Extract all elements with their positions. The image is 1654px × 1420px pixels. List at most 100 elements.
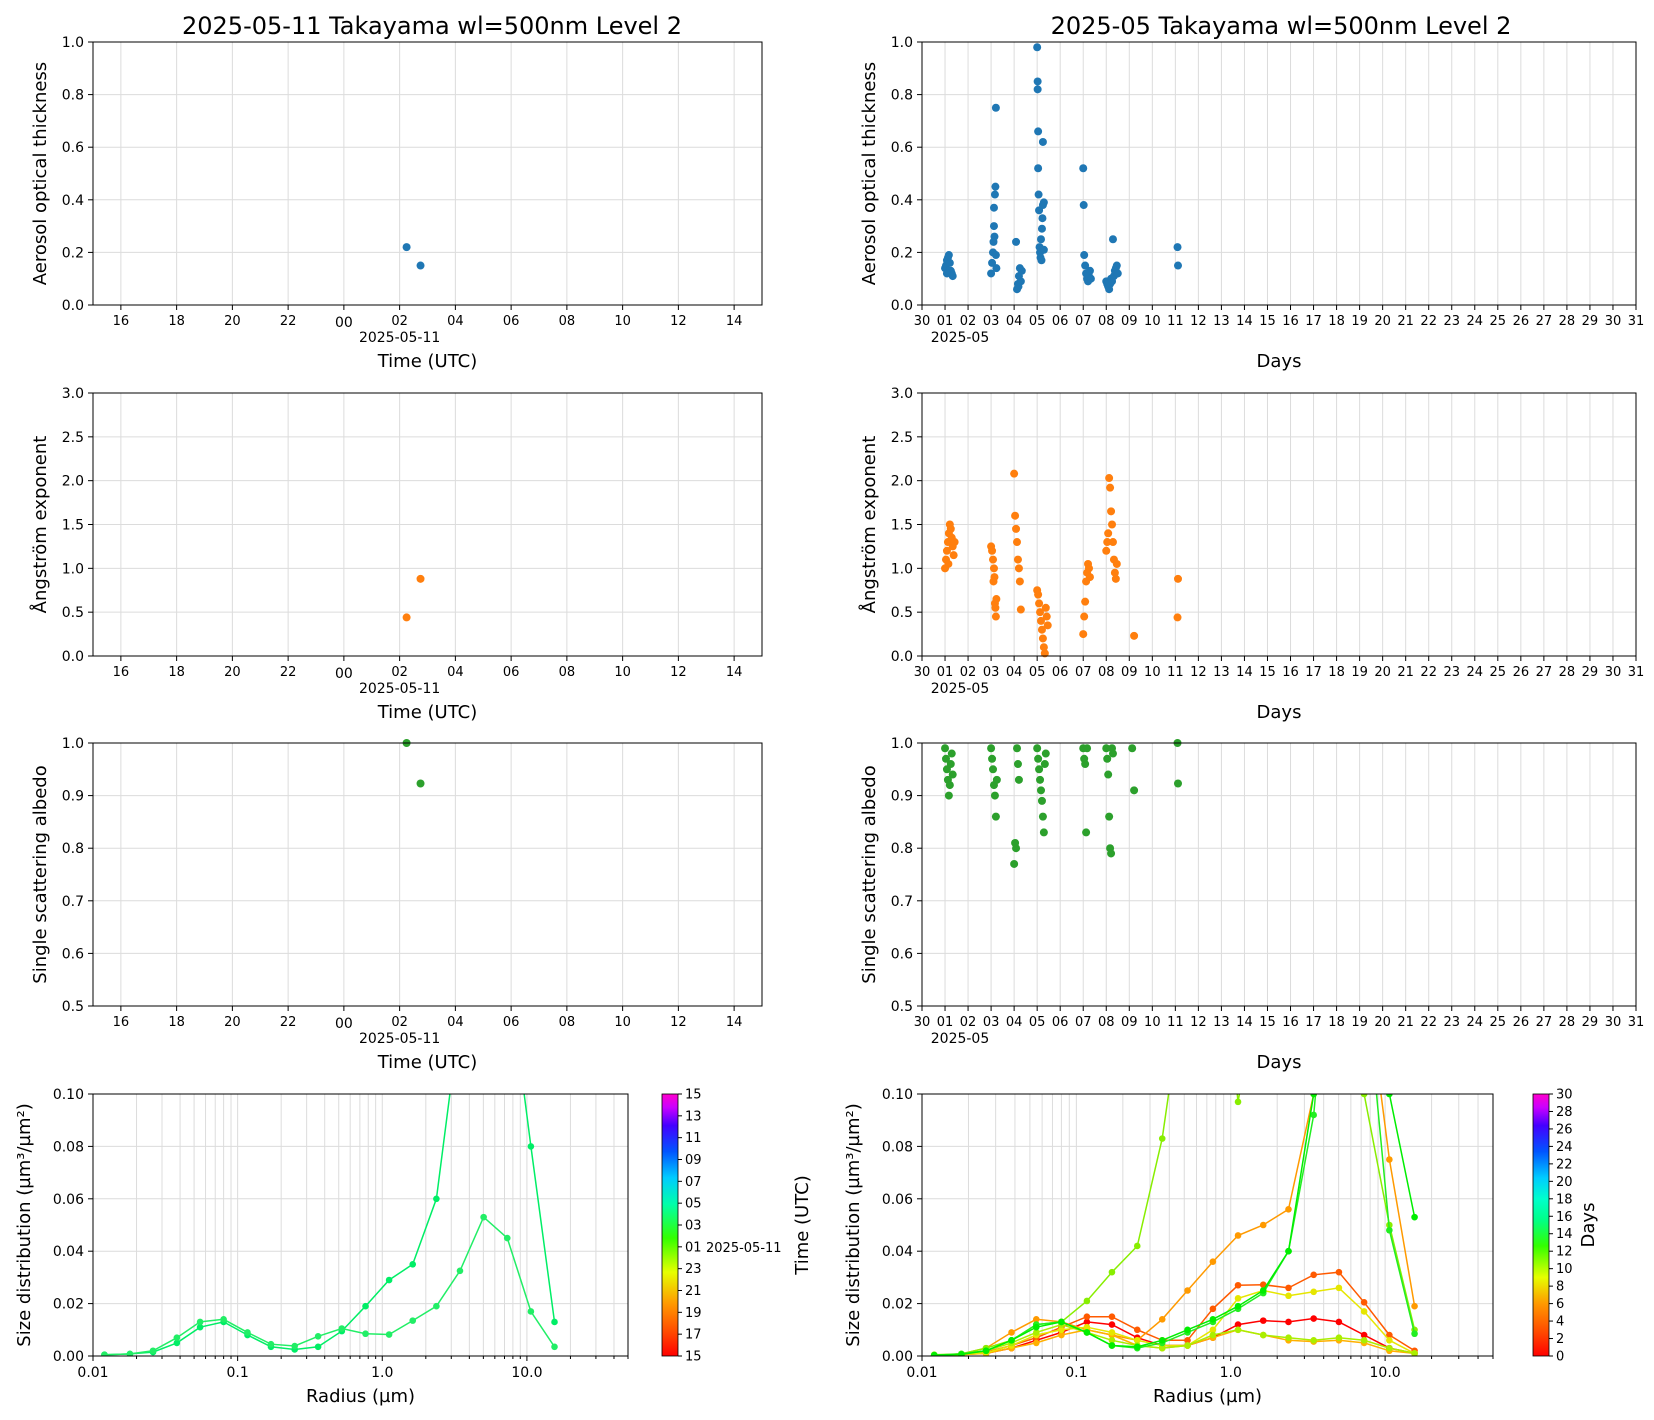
- x-tick-label: 02: [960, 314, 977, 329]
- data-point: [991, 182, 1000, 191]
- daily_aot-panel: 16 18 20 22 00 02 04 06 08 10 12 14 0.0 0.2 0.4 0.6 0.8 1…: [30, 35, 763, 372]
- y-tick-label: 1.5: [891, 518, 913, 534]
- series-point: [1184, 1287, 1191, 1294]
- y-tick-label: 0.04: [53, 1244, 84, 1260]
- x-tick-label: 0.1: [227, 1365, 249, 1381]
- x-tick-label: 16: [113, 665, 130, 680]
- data-point: [416, 261, 425, 270]
- y-tick-label: 3.0: [891, 386, 913, 402]
- series-point: [1083, 1313, 1091, 1320]
- colorbar-time-label: Time (UTC): [792, 1175, 813, 1276]
- x-tick-label: 14: [1236, 1015, 1253, 1030]
- data-point: [947, 749, 956, 758]
- y-tick-label: 0.08: [53, 1139, 84, 1155]
- x-tick-label: 06: [503, 1015, 520, 1030]
- y-tick-label: 0.08: [882, 1139, 913, 1155]
- series-point: [503, 1234, 511, 1242]
- x-tick-label: 10: [614, 1015, 631, 1030]
- x-tick-label: 22: [1420, 1015, 1437, 1030]
- data-point: [1013, 760, 1022, 769]
- x-tick-label: 25: [1490, 314, 1507, 329]
- x-tick-label: 14: [1236, 665, 1253, 680]
- data-point: [1108, 538, 1117, 547]
- x-tick-label: 08: [1098, 314, 1115, 329]
- axes-frame: [921, 392, 1637, 657]
- data-point: [1079, 201, 1088, 210]
- x-tick-label: 10: [1144, 314, 1161, 329]
- x-tick-label: 0.1: [1065, 1365, 1087, 1381]
- x-tick-label: 26: [1513, 1015, 1530, 1030]
- y-tick-label: 0.0: [891, 649, 913, 665]
- x-tick-label: 00: [335, 315, 353, 331]
- series-point: [527, 1308, 535, 1315]
- x-tick-label: 30: [914, 314, 931, 329]
- y-tick-label: 1.0: [62, 35, 84, 51]
- x-tick-label: 10: [1144, 1015, 1161, 1030]
- series-point: [1335, 1318, 1343, 1326]
- series-point: [338, 1325, 346, 1332]
- x-tick-label: 26: [1513, 665, 1530, 680]
- x-tick-label: 04: [1006, 1015, 1023, 1030]
- y-tick-label: 0.8: [62, 841, 84, 857]
- series-point: [1285, 1334, 1292, 1341]
- x-tick-label: 14: [726, 665, 743, 680]
- data-point: [1107, 507, 1116, 516]
- x-tick-label: 02: [391, 314, 408, 329]
- data-point: [1105, 474, 1114, 483]
- data-point: [1086, 274, 1095, 283]
- axes-frame: [921, 41, 1637, 306]
- series-point: [1335, 1334, 1343, 1341]
- series-point: [1133, 1242, 1141, 1250]
- y-axis-label: Aerosol optical thickness: [30, 62, 51, 285]
- x-tick-label: 18: [168, 314, 185, 329]
- colorbar-tick-label: 20: [1556, 1175, 1573, 1190]
- colorbar-tick-label: 4: [1556, 1315, 1564, 1330]
- colorbar-tick-label: 26: [1556, 1122, 1573, 1137]
- series-point: [1360, 1298, 1368, 1306]
- y-axis-label: Size distribution (µm³/µm²): [843, 1103, 864, 1346]
- series-point: [1411, 1302, 1418, 1310]
- x-tick-label: 15: [1259, 665, 1276, 680]
- x-tick-label: 08: [1098, 665, 1115, 680]
- data-point: [1102, 744, 1111, 753]
- x-axis-label: Days: [1257, 702, 1302, 723]
- data-point: [1112, 559, 1121, 568]
- y-tick-label: 1.5: [62, 518, 84, 534]
- x-tick-label: 29: [1582, 314, 1599, 329]
- x-tick-label: 06: [1052, 314, 1069, 329]
- data-point: [1038, 137, 1047, 146]
- series-point: [1209, 1326, 1217, 1334]
- series-point: [1133, 1326, 1141, 1334]
- series-point: [173, 1339, 181, 1347]
- series-point: [1259, 1331, 1267, 1339]
- x-tick-label: 12: [1190, 665, 1207, 680]
- y-tick-label: 0.0: [62, 298, 84, 314]
- y-tick-label: 3.0: [62, 386, 84, 402]
- series-point: [480, 829, 487, 836]
- x-tick-label: 04: [447, 1015, 464, 1030]
- data-point: [1040, 760, 1049, 769]
- data-point: [1039, 643, 1048, 652]
- data-point: [1015, 577, 1024, 586]
- series-point: [1209, 1305, 1217, 1313]
- data-point: [1033, 77, 1042, 86]
- y-tick-label: 0.2: [891, 245, 913, 261]
- colorbar-tick-label: 16: [1556, 1210, 1573, 1225]
- series-point: [1360, 1331, 1368, 1339]
- data-point: [1038, 812, 1047, 821]
- series-point: [1386, 1156, 1393, 1163]
- data-point: [1041, 603, 1050, 612]
- x-tick-label: 24: [1467, 665, 1484, 680]
- y-tick-label: 0.0: [891, 298, 913, 314]
- data-point: [1081, 760, 1090, 769]
- x-tick-label: 1.0: [371, 1365, 393, 1381]
- series-point: [1209, 1258, 1217, 1265]
- data-point: [1105, 812, 1114, 821]
- x-tick-label: 12: [670, 1015, 687, 1030]
- colorbar-tick-label: 21: [685, 1284, 702, 1299]
- y-tick-label: 0.8: [891, 841, 913, 857]
- series-point: [1360, 1308, 1368, 1315]
- y-tick-label: 0.10: [53, 1087, 84, 1103]
- x-tick-label: 22: [1420, 314, 1437, 329]
